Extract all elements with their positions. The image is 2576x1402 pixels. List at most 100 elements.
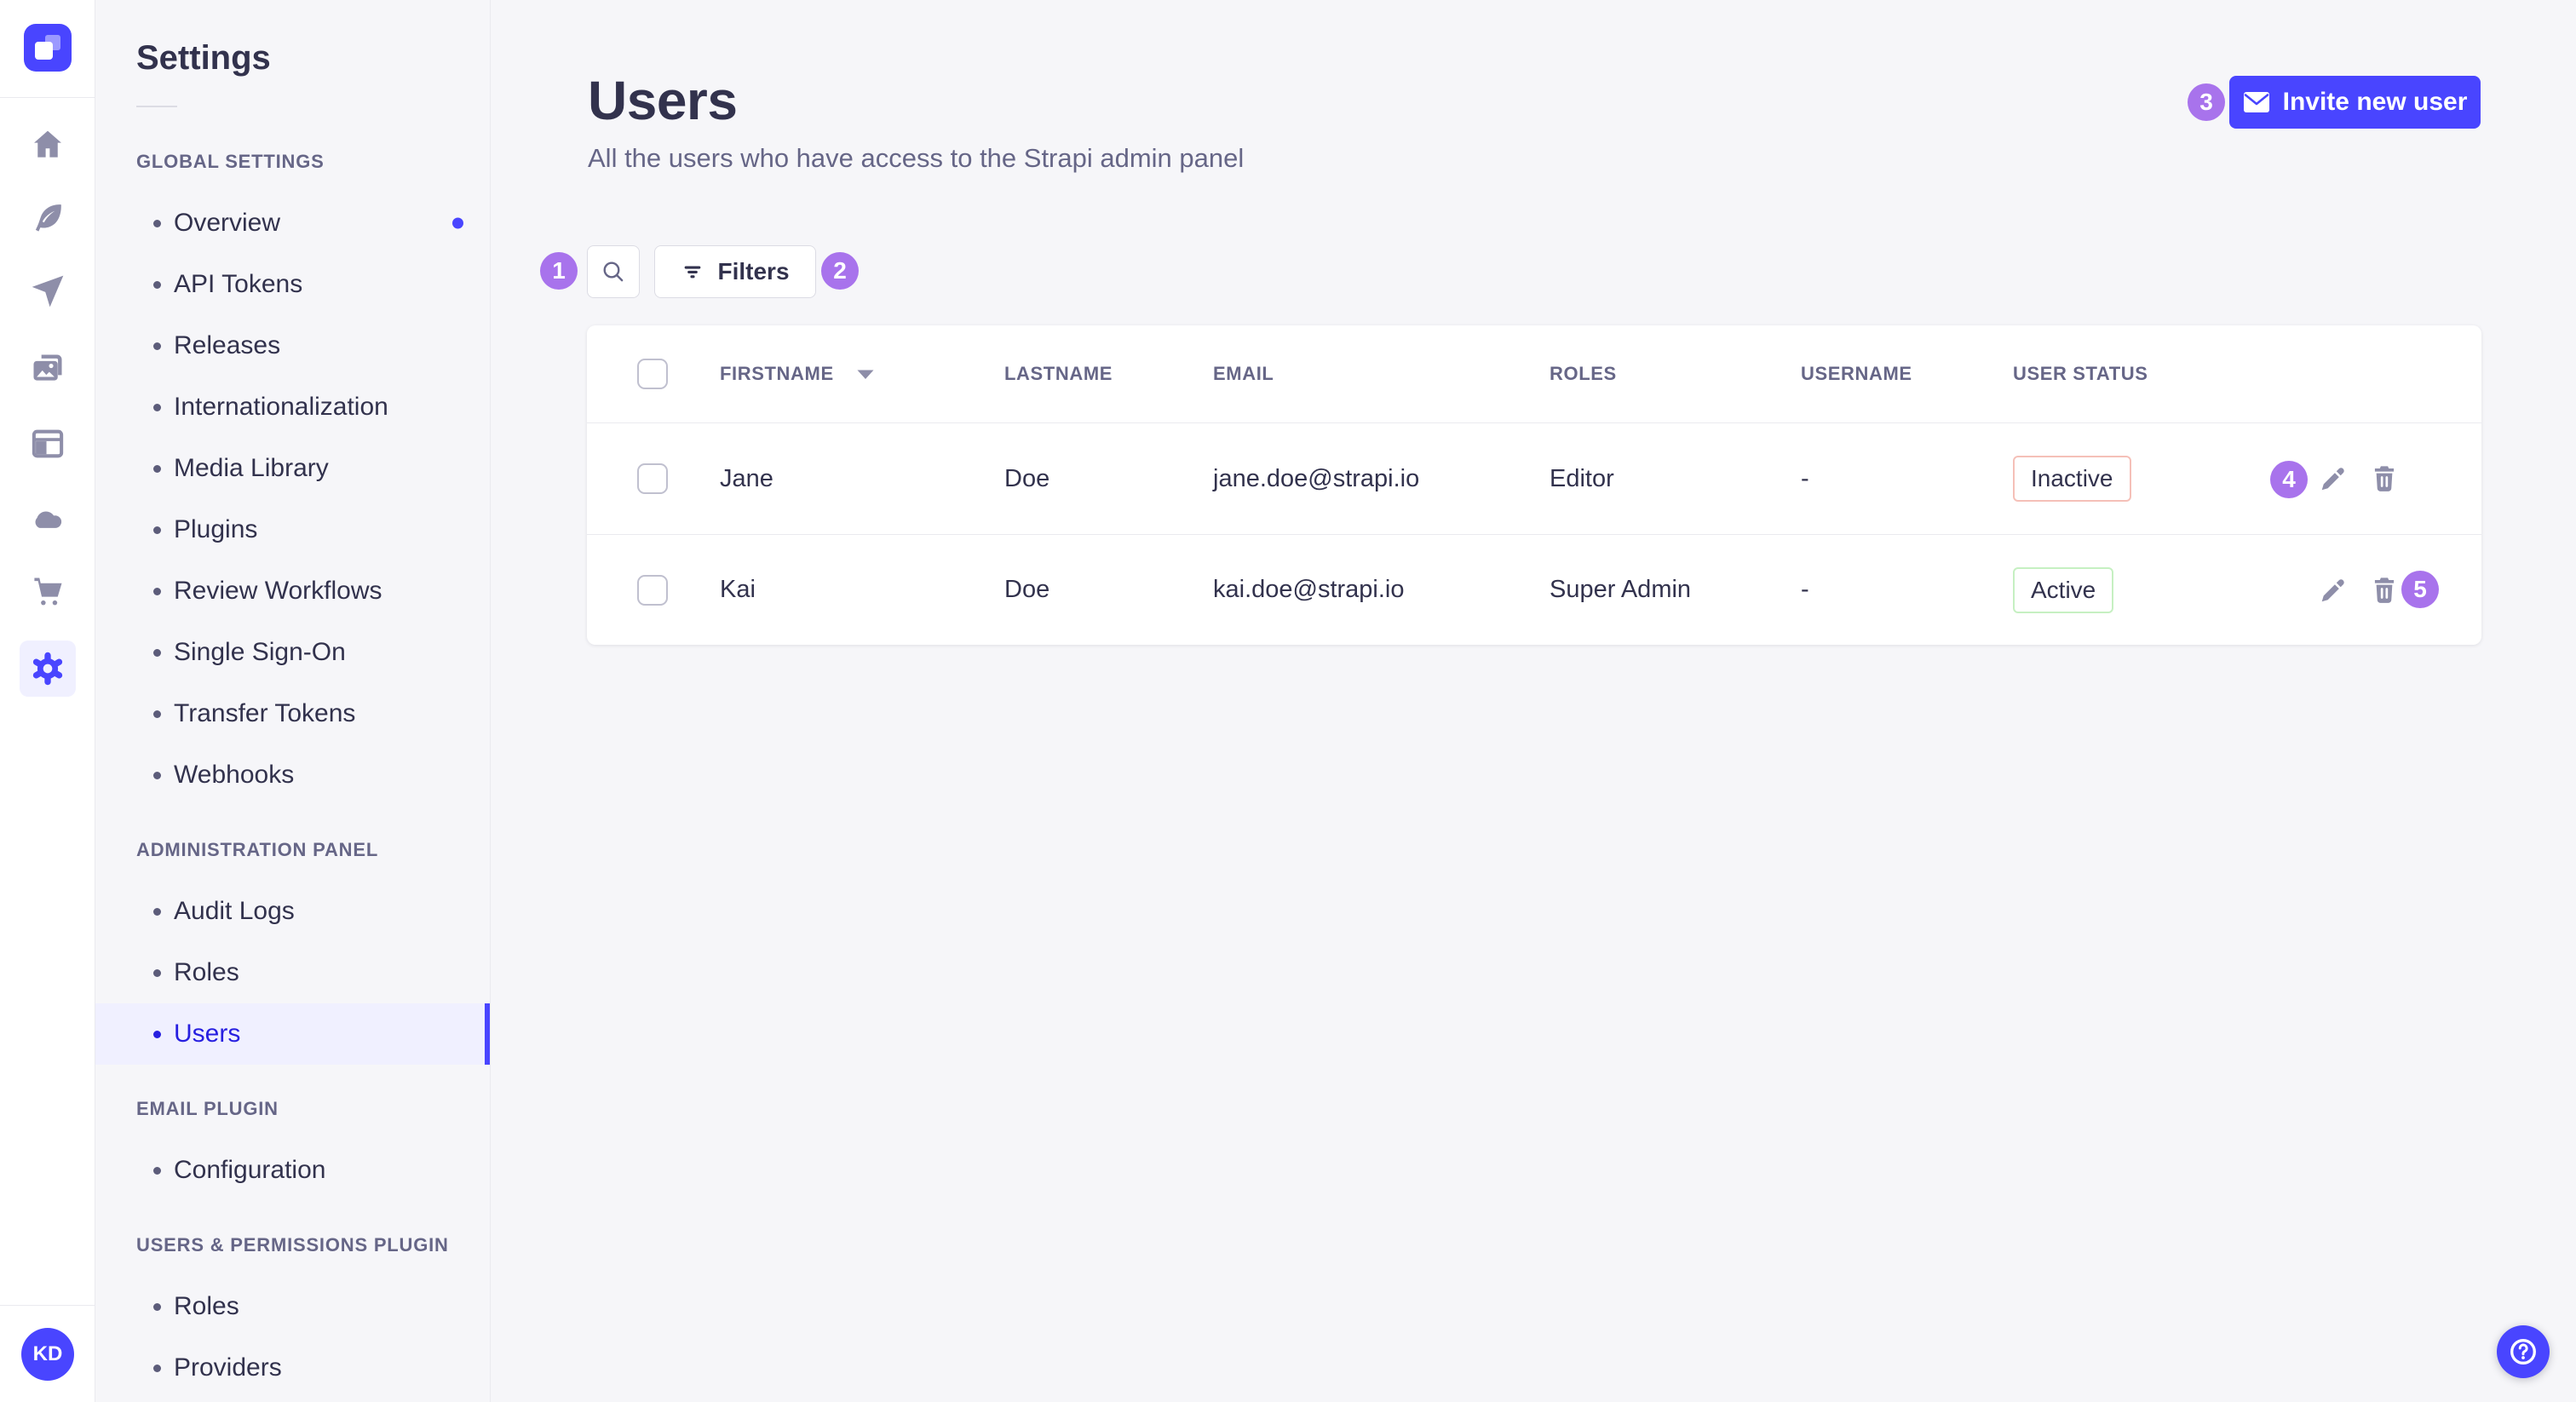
rail-item-media-library[interactable]	[20, 341, 76, 397]
sidebar-item-media-library[interactable]: Media Library	[95, 438, 490, 499]
cell-firstname: Jane	[720, 464, 773, 492]
rail-item-cloud[interactable]	[20, 490, 76, 546]
section-label-global-settings: GLOBAL SETTINGS	[136, 151, 325, 172]
cell-email: kai.doe@strapi.io	[1213, 576, 1405, 603]
edit-user-button[interactable]	[2313, 570, 2354, 611]
sidebar-item-label: Transfer Tokens	[174, 699, 356, 727]
strapi-logo[interactable]	[24, 24, 72, 72]
sidebar-item-label: Internationalization	[174, 393, 388, 421]
bullet-icon	[153, 587, 161, 595]
media-icon	[33, 354, 62, 381]
settings-sidebar: Settings GLOBAL SETTINGS Overview API To…	[95, 0, 491, 1402]
nav-rail: KD	[0, 0, 95, 1402]
delete-user-button[interactable]	[2364, 570, 2405, 611]
bullet-icon	[153, 1166, 161, 1175]
bullet-icon	[153, 219, 161, 227]
column-header-lastname[interactable]: LASTNAME	[1004, 363, 1113, 384]
column-header-email[interactable]: EMAIL	[1213, 363, 1274, 384]
bullet-icon	[153, 968, 161, 977]
sidebar-item-releases[interactable]: Releases	[95, 315, 490, 376]
sidebar-item-label: Roles	[174, 1292, 239, 1320]
page-subtitle: All the users who have access to the Str…	[588, 143, 1245, 173]
sidebar-item-label: Single Sign-On	[174, 638, 346, 666]
select-all-checkbox[interactable]	[637, 359, 668, 389]
envelope-icon	[2243, 92, 2269, 112]
row-checkbox[interactable]	[637, 463, 668, 494]
users-table: FIRSTNAME LASTNAME EMAIL ROLES USERNAME …	[587, 325, 2481, 645]
sidebar-item-webhooks[interactable]: Webhooks	[95, 744, 490, 806]
table-row[interactable]: Kai Doe kai.doe@strapi.io Super Admin - …	[587, 534, 2481, 645]
invite-new-user-button[interactable]: Invite new user	[2229, 76, 2481, 129]
sidebar-item-internationalization[interactable]: Internationalization	[95, 376, 490, 438]
rail-item-settings[interactable]	[20, 641, 76, 697]
sidebar-item-overview[interactable]: Overview	[95, 192, 490, 254]
cell-lastname: Doe	[1004, 464, 1050, 492]
sort-caret-down-icon	[856, 369, 875, 380]
section-administration-panel: Audit Logs Roles Users	[95, 881, 490, 1065]
home-icon	[34, 130, 61, 158]
row-checkbox[interactable]	[637, 574, 668, 606]
rail-item-content-manager[interactable]	[20, 190, 76, 246]
sidebar-item-up-roles[interactable]: Roles	[95, 1276, 490, 1337]
column-header-username[interactable]: USERNAME	[1801, 363, 1912, 384]
sidebar-item-label: Audit Logs	[174, 897, 295, 925]
edit-user-button[interactable]	[2313, 458, 2354, 499]
bullet-icon	[153, 526, 161, 534]
bullet-icon	[153, 464, 161, 473]
sidebar-item-users[interactable]: Users	[95, 1003, 490, 1065]
bullet-icon	[153, 280, 161, 289]
search-button[interactable]	[587, 245, 640, 298]
help-icon	[2510, 1339, 2536, 1365]
bullet-icon	[153, 771, 161, 779]
rail-item-content-type-builder[interactable]	[20, 416, 76, 472]
help-button[interactable]	[2497, 1325, 2550, 1378]
invite-button-label: Invite new user	[2282, 88, 2468, 116]
column-header-roles[interactable]: ROLES	[1550, 363, 1617, 384]
sidebar-item-audit-logs[interactable]: Audit Logs	[95, 881, 490, 942]
rail-item-marketplace[interactable]	[20, 564, 76, 620]
sidebar-item-api-tokens[interactable]: API Tokens	[95, 254, 490, 315]
user-avatar[interactable]: KD	[21, 1328, 74, 1381]
table-header-row: FIRSTNAME LASTNAME EMAIL ROLES USERNAME …	[587, 325, 2481, 423]
cell-lastname: Doe	[1004, 576, 1050, 603]
main-content: Users All the users who have access to t…	[491, 0, 2576, 1402]
rail-item-home[interactable]	[20, 117, 76, 173]
sidebar-item-label: Users	[174, 1020, 241, 1048]
sidebar-item-providers[interactable]: Providers	[95, 1337, 490, 1399]
delete-user-button[interactable]	[2364, 458, 2405, 499]
pencil-icon	[2321, 468, 2344, 491]
gear-icon	[32, 652, 63, 686]
rail-divider-top	[0, 97, 95, 98]
bullet-icon	[153, 907, 161, 916]
column-header-firstname[interactable]: FIRSTNAME	[720, 363, 1004, 385]
bullet-icon	[153, 403, 161, 411]
bullet-icon	[153, 1302, 161, 1311]
filters-button[interactable]: Filters	[654, 245, 816, 298]
bullet-icon	[153, 342, 161, 350]
sidebar-item-configuration[interactable]: Configuration	[95, 1140, 490, 1201]
annotation-badge-2: 2	[821, 252, 859, 290]
send-icon	[32, 275, 64, 307]
section-users-permissions-plugin: Roles Providers	[95, 1276, 490, 1399]
rail-item-deploy[interactable]	[20, 263, 76, 319]
sidebar-item-label: Roles	[174, 958, 239, 986]
search-icon	[603, 261, 624, 282]
sidebar-item-plugins[interactable]: Plugins	[95, 499, 490, 560]
table-row[interactable]: Jane Doe jane.doe@strapi.io Editor - Ina…	[587, 423, 2481, 534]
sidebar-item-review-workflows[interactable]: Review Workflows	[95, 560, 490, 622]
sidebar-item-label: Review Workflows	[174, 577, 382, 605]
annotation-badge-3: 3	[2188, 83, 2225, 121]
bullet-icon	[153, 1030, 161, 1038]
status-badge: Inactive	[2013, 456, 2131, 502]
column-header-user-status[interactable]: USER STATUS	[2013, 363, 2148, 384]
status-badge: Active	[2013, 566, 2114, 613]
cell-username: -	[1801, 576, 1809, 603]
section-global-settings: Overview API Tokens Releases Internation…	[95, 192, 490, 806]
strapi-logo-mark-light	[45, 35, 60, 50]
section-label-users-permissions-plugin: USERS & PERMISSIONS PLUGIN	[136, 1234, 449, 1255]
sidebar-item-label: Releases	[174, 331, 281, 359]
sidebar-item-admin-roles[interactable]: Roles	[95, 942, 490, 1003]
sidebar-item-single-sign-on[interactable]: Single Sign-On	[95, 622, 490, 683]
sidebar-item-transfer-tokens[interactable]: Transfer Tokens	[95, 683, 490, 744]
